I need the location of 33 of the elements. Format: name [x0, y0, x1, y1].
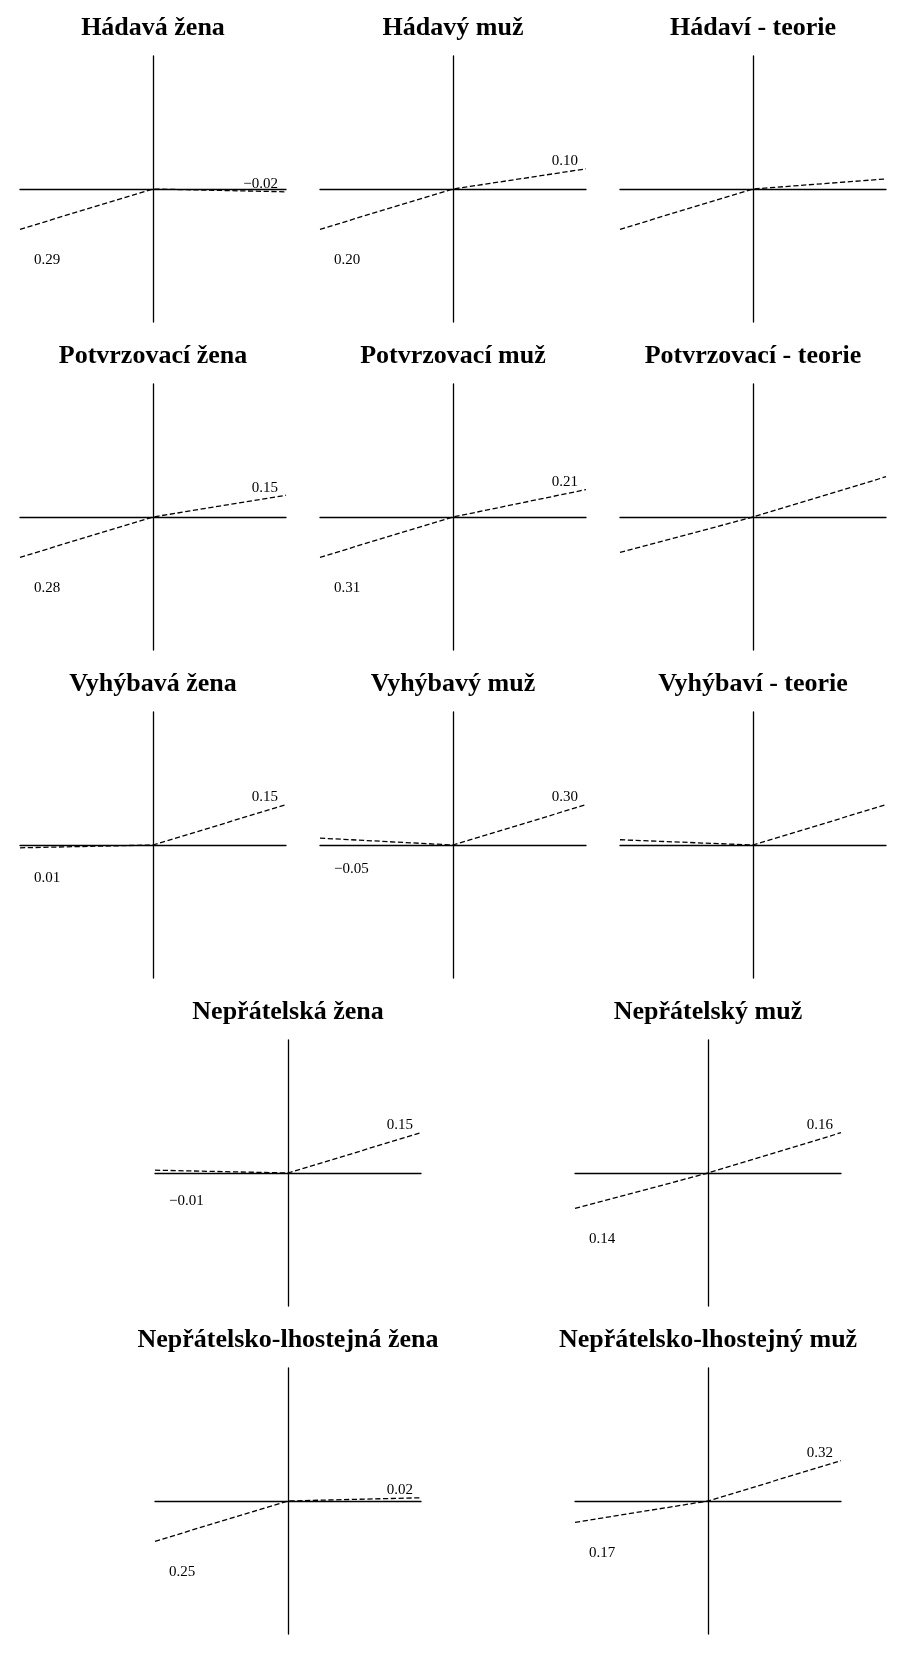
text: 0.16	[806, 1116, 834, 1133]
text: 0.10	[551, 152, 578, 169]
annotation: −0.02	[243, 175, 278, 192]
chart-title: Nepřátelská žena	[192, 995, 384, 1025]
text: 0.21	[551, 473, 578, 490]
text: 0.17	[589, 1543, 616, 1560]
text: −0.05	[334, 859, 369, 876]
chart-title: Potvrzovací - teorie	[644, 339, 862, 369]
chart-title: Vyhýbavý muž	[370, 667, 536, 697]
chart-title: Vyhýbavá žena	[69, 667, 237, 697]
chart-title: Nepřátelsko-lhostejná žena	[137, 1323, 439, 1353]
chart-title: Nepřátelský muž	[613, 995, 803, 1025]
text: 0.30	[551, 788, 578, 805]
text: −0.01	[169, 1191, 204, 1208]
text: 0.31	[334, 578, 361, 595]
text: 0.15	[251, 478, 278, 495]
chart-title: Hádavý muž	[382, 11, 524, 41]
text: 0.02	[386, 1481, 413, 1498]
chart-title: Vyhýbaví - teorie	[658, 667, 848, 697]
chart-title: Potvrzovací žena	[58, 339, 248, 369]
text: 0.28	[34, 578, 61, 595]
chart-title: Nepřátelsko-lhostejný muž	[558, 1323, 858, 1353]
text: 0.32	[806, 1444, 833, 1461]
chart-title: Potvrzovací muž	[360, 339, 546, 369]
text: 0.20	[334, 250, 361, 267]
text: 0.15	[251, 788, 278, 805]
text: 0.01	[34, 869, 61, 886]
text: 0.14	[589, 1229, 616, 1246]
chart-title: Hádaví - teorie	[669, 11, 837, 41]
text: 0.29	[34, 250, 61, 267]
text: 0.25	[169, 1562, 196, 1579]
chart-title: Hádavá žena	[81, 11, 225, 41]
text: 0.15	[386, 1116, 413, 1133]
